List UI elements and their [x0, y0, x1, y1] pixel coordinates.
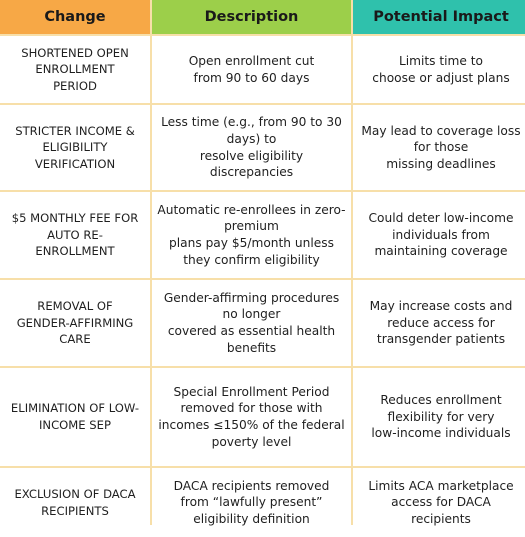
- row-5-impact: Reduces enrollment flexibility for very …: [353, 368, 525, 466]
- header-potential-impact: Potential Impact: [353, 0, 525, 34]
- row-3-description: Automatic re-enrollees in zero- premium …: [152, 192, 351, 278]
- row-4-change: REMOVAL OF GENDER-AFFIRMING CARE: [0, 280, 150, 366]
- row-3-impact: Could deter low-income individuals from …: [353, 192, 525, 278]
- row-6-description: DACA recipients removed from “lawfully p…: [152, 468, 351, 537]
- row-6-impact: Limits ACA marketplace access for DACA r…: [353, 468, 525, 537]
- row-2-impact: May lead to coverage loss for those miss…: [353, 105, 525, 190]
- row-1-impact: Limits time to choose or adjust plans: [353, 36, 525, 103]
- row-1-description: Open enrollment cut from 90 to 60 days: [152, 36, 351, 103]
- row-4-description: Gender-affirming procedures no longer co…: [152, 280, 351, 366]
- row-4-impact: May increase costs and reduce access for…: [353, 280, 525, 366]
- row-3-change: $5 MONTHLY FEE FOR AUTO RE- ENROLLMENT: [0, 192, 150, 278]
- row-1-change: SHORTENED OPEN ENROLLMENT PERIOD: [0, 36, 150, 103]
- policy-changes-table: Change Description Potential Impact SHOR…: [0, 0, 525, 526]
- header-change: Change: [0, 0, 150, 34]
- header-description: Description: [152, 0, 351, 34]
- row-2-change: STRICTER INCOME & ELIGIBILITY VERIFICATI…: [0, 105, 150, 190]
- row-6-change: EXCLUSION OF DACA RECIPIENTS: [0, 468, 150, 537]
- row-5-change: ELIMINATION OF LOW- INCOME SEP: [0, 368, 150, 466]
- row-5-description: Special Enrollment Period removed for th…: [152, 368, 351, 466]
- row-2-description: Less time (e.g., from 90 to 30 days) to …: [152, 105, 351, 190]
